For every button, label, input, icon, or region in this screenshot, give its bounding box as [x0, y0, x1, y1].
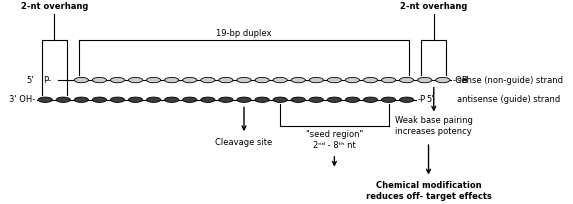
- Text: 3': 3': [461, 75, 469, 85]
- Circle shape: [38, 97, 52, 102]
- Circle shape: [382, 97, 396, 102]
- Circle shape: [183, 77, 197, 83]
- Circle shape: [309, 97, 323, 102]
- Circle shape: [147, 97, 160, 102]
- Circle shape: [111, 97, 124, 102]
- Circle shape: [237, 97, 251, 102]
- Text: 19-bp duplex: 19-bp duplex: [216, 29, 272, 38]
- Circle shape: [399, 97, 414, 102]
- Text: sense (non-guide) strand: sense (non-guide) strand: [457, 75, 563, 85]
- Circle shape: [201, 97, 215, 102]
- Text: Cleavage site: Cleavage site: [215, 138, 273, 147]
- Circle shape: [147, 77, 160, 83]
- Circle shape: [399, 77, 414, 83]
- Circle shape: [92, 77, 107, 83]
- Circle shape: [418, 77, 432, 83]
- Circle shape: [309, 77, 323, 83]
- Circle shape: [237, 77, 251, 83]
- Text: 5': 5': [427, 95, 434, 104]
- Circle shape: [382, 77, 396, 83]
- Circle shape: [291, 97, 305, 102]
- Text: P-: P-: [44, 75, 52, 85]
- Text: -OH: -OH: [453, 75, 469, 85]
- Circle shape: [201, 77, 215, 83]
- Circle shape: [164, 97, 179, 102]
- Text: 2-nt overhang: 2-nt overhang: [21, 2, 88, 11]
- Circle shape: [74, 77, 88, 83]
- Text: "seed region"
2ⁿᵈ - 8ᵗʰ nt: "seed region" 2ⁿᵈ - 8ᵗʰ nt: [306, 130, 363, 150]
- Circle shape: [74, 97, 88, 102]
- Text: Weak base pairing
increases potency: Weak base pairing increases potency: [395, 116, 473, 136]
- Circle shape: [273, 77, 287, 83]
- Circle shape: [255, 97, 269, 102]
- Circle shape: [219, 77, 233, 83]
- Text: Chemical modification
reduces off- target effects: Chemical modification reduces off- targe…: [366, 181, 492, 201]
- Text: 3' OH-: 3' OH-: [9, 95, 36, 104]
- Text: 5': 5': [26, 75, 34, 85]
- Circle shape: [255, 77, 269, 83]
- Text: antisense (guide) strand: antisense (guide) strand: [457, 95, 560, 104]
- Circle shape: [327, 77, 342, 83]
- Circle shape: [346, 77, 359, 83]
- Circle shape: [56, 97, 70, 102]
- Text: 2-nt overhang: 2-nt overhang: [400, 2, 468, 11]
- Circle shape: [273, 97, 287, 102]
- Circle shape: [219, 97, 233, 102]
- Circle shape: [363, 97, 378, 102]
- Text: -P: -P: [417, 95, 426, 104]
- Circle shape: [111, 77, 124, 83]
- Circle shape: [128, 97, 143, 102]
- Circle shape: [327, 97, 342, 102]
- Circle shape: [92, 97, 107, 102]
- Circle shape: [183, 97, 197, 102]
- Circle shape: [346, 97, 359, 102]
- Circle shape: [164, 77, 179, 83]
- Circle shape: [363, 77, 378, 83]
- Circle shape: [291, 77, 305, 83]
- Circle shape: [128, 77, 143, 83]
- Circle shape: [435, 77, 450, 83]
